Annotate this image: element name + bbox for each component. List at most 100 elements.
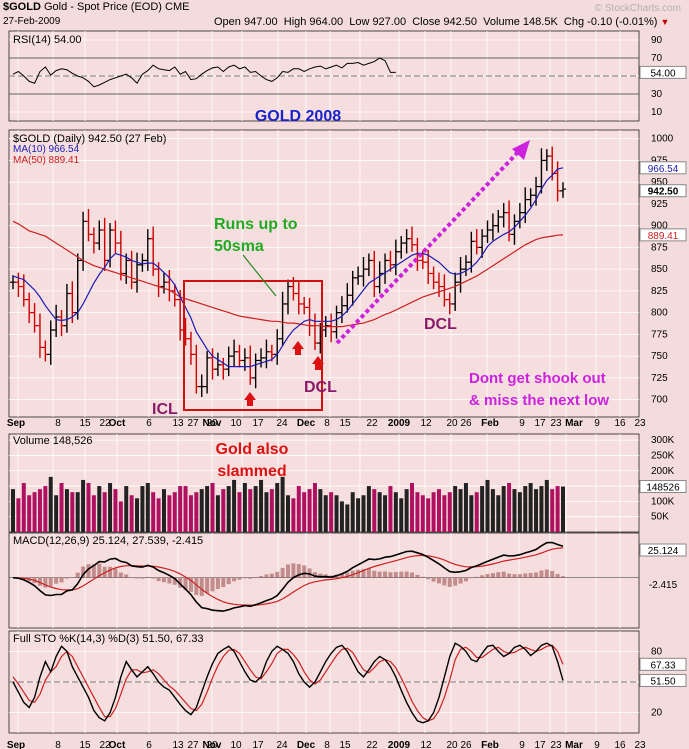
rsi-tick-label: 90 xyxy=(651,35,663,46)
x-axis-label: 20 xyxy=(206,740,218,749)
macd-histogram-bar xyxy=(259,575,264,578)
volume-bar xyxy=(555,486,560,532)
x-axis-label: Oct xyxy=(109,740,126,749)
x-axis-label: Dec xyxy=(297,418,316,429)
volume-bar xyxy=(199,489,204,532)
macd-histogram-bar xyxy=(426,577,431,580)
macd-histogram-bar xyxy=(242,577,247,579)
macd-histogram-bar xyxy=(48,577,53,587)
volume-bar xyxy=(410,483,415,532)
macd-histogram-bar xyxy=(523,573,528,578)
macd-histogram-bar xyxy=(280,567,285,578)
x-axis-label: 20 xyxy=(446,740,458,749)
macd-histogram-bar xyxy=(226,577,231,585)
macd-histogram-bar xyxy=(318,573,323,578)
macd-histogram-bar xyxy=(172,577,177,585)
close-value: Close 942.50 xyxy=(412,16,478,28)
macd-histogram-bar xyxy=(555,573,560,578)
macd-histogram-bar xyxy=(291,563,296,578)
trend-arrow-head-icon xyxy=(512,140,530,160)
macd-histogram-bar xyxy=(215,577,220,589)
volume-bar xyxy=(339,501,344,532)
volume-bar xyxy=(145,483,150,532)
change-down-icon: ▼ xyxy=(660,17,670,27)
macd-histogram-bar xyxy=(97,563,102,578)
macd-histogram-bar xyxy=(307,568,312,578)
volume-bar xyxy=(167,495,172,532)
volume-bar xyxy=(534,489,539,532)
rsi-value-box xyxy=(639,65,687,79)
volume-bar xyxy=(81,479,86,532)
up-arrow-icon xyxy=(292,341,304,355)
x-axis-label: 15 xyxy=(339,740,351,749)
volume-bar xyxy=(129,495,134,532)
x-axis-label: 9 xyxy=(594,740,600,749)
macd-histogram-bar xyxy=(383,571,388,578)
volume-bar xyxy=(291,498,296,532)
x-axis-label: 8 xyxy=(324,418,330,429)
volume-bar xyxy=(205,486,210,532)
volume-bar xyxy=(264,492,269,532)
macd-histogram-bar xyxy=(501,571,506,578)
x-axis-label: 27 xyxy=(187,418,199,429)
macd-histogram-bar xyxy=(194,577,199,595)
macd-histogram-bar xyxy=(161,577,166,583)
volume-bar xyxy=(458,489,463,532)
volume-bar xyxy=(253,486,258,532)
macd-histogram-bar xyxy=(485,573,490,578)
volume-bar xyxy=(21,483,26,532)
annotation-slammed-line1: Gold also xyxy=(216,441,289,458)
macd-histogram-bar xyxy=(118,572,123,578)
sto-tick-label: 20 xyxy=(651,708,663,719)
volume-bar xyxy=(345,504,350,532)
ma10-line xyxy=(12,167,564,368)
volume-bar xyxy=(528,483,533,532)
x-axis-label: 22 xyxy=(366,418,378,429)
macd-histogram-bar xyxy=(91,564,96,578)
x-axis-label: Sep xyxy=(7,740,25,749)
x-axis-label: 13 xyxy=(172,418,184,429)
x-axis-label: Feb xyxy=(481,418,499,429)
macd-histogram-bar xyxy=(286,564,290,578)
x-axis-label: Mar xyxy=(565,740,583,749)
volume-bar xyxy=(11,489,15,532)
vol-tick-label: 200K xyxy=(651,466,675,477)
volume-bar xyxy=(507,483,512,532)
volume-bar xyxy=(259,479,264,532)
x-axis-label: 24 xyxy=(276,418,288,429)
sto-label: Full STO %K(14,3) %D(3) 51.50, 67.33 xyxy=(13,633,204,645)
x-axis-label: 10 xyxy=(230,740,242,749)
x-axis-label: 15 xyxy=(79,418,91,429)
volume-bar xyxy=(469,495,474,532)
volume-bar xyxy=(37,489,42,532)
volume-bar xyxy=(474,492,479,532)
macd-histogram-bar xyxy=(436,577,441,584)
macd-histogram-bar xyxy=(410,572,415,578)
macd-histogram-bar xyxy=(496,572,501,578)
macd-histogram-bar xyxy=(64,577,69,579)
annotation-shook-line1: Dont get shook out xyxy=(469,370,606,387)
macd-histogram-bar xyxy=(140,577,145,579)
macd-histogram-bar xyxy=(420,576,425,578)
volume-bar xyxy=(215,495,220,532)
macd-histogram-bar xyxy=(205,577,210,594)
price-tick-label: 1000 xyxy=(651,134,674,145)
volume-bar xyxy=(248,489,253,532)
header-date: 27-Feb-2009 xyxy=(3,16,61,27)
x-axis-label: 16 xyxy=(614,740,626,749)
volume-bar xyxy=(178,486,183,532)
price-label: $GOLD (Daily) 942.50 (27 Feb) xyxy=(13,133,166,145)
volume-bar xyxy=(496,495,501,532)
macd-histogram-bar xyxy=(447,577,452,587)
macd-histogram-bar xyxy=(415,574,420,578)
macd-histogram-bar xyxy=(178,577,183,588)
volume-bar xyxy=(156,498,161,532)
x-axis-label: Dec xyxy=(297,740,316,749)
price-value-box xyxy=(639,161,687,175)
volume-bar xyxy=(113,489,118,532)
price-tick-label: 775 xyxy=(651,329,668,340)
macd-histogram-bar xyxy=(210,577,215,592)
x-axis-label: Oct xyxy=(109,418,126,429)
macd-histogram-bar xyxy=(151,577,156,579)
macd-histogram-bar xyxy=(237,577,242,580)
